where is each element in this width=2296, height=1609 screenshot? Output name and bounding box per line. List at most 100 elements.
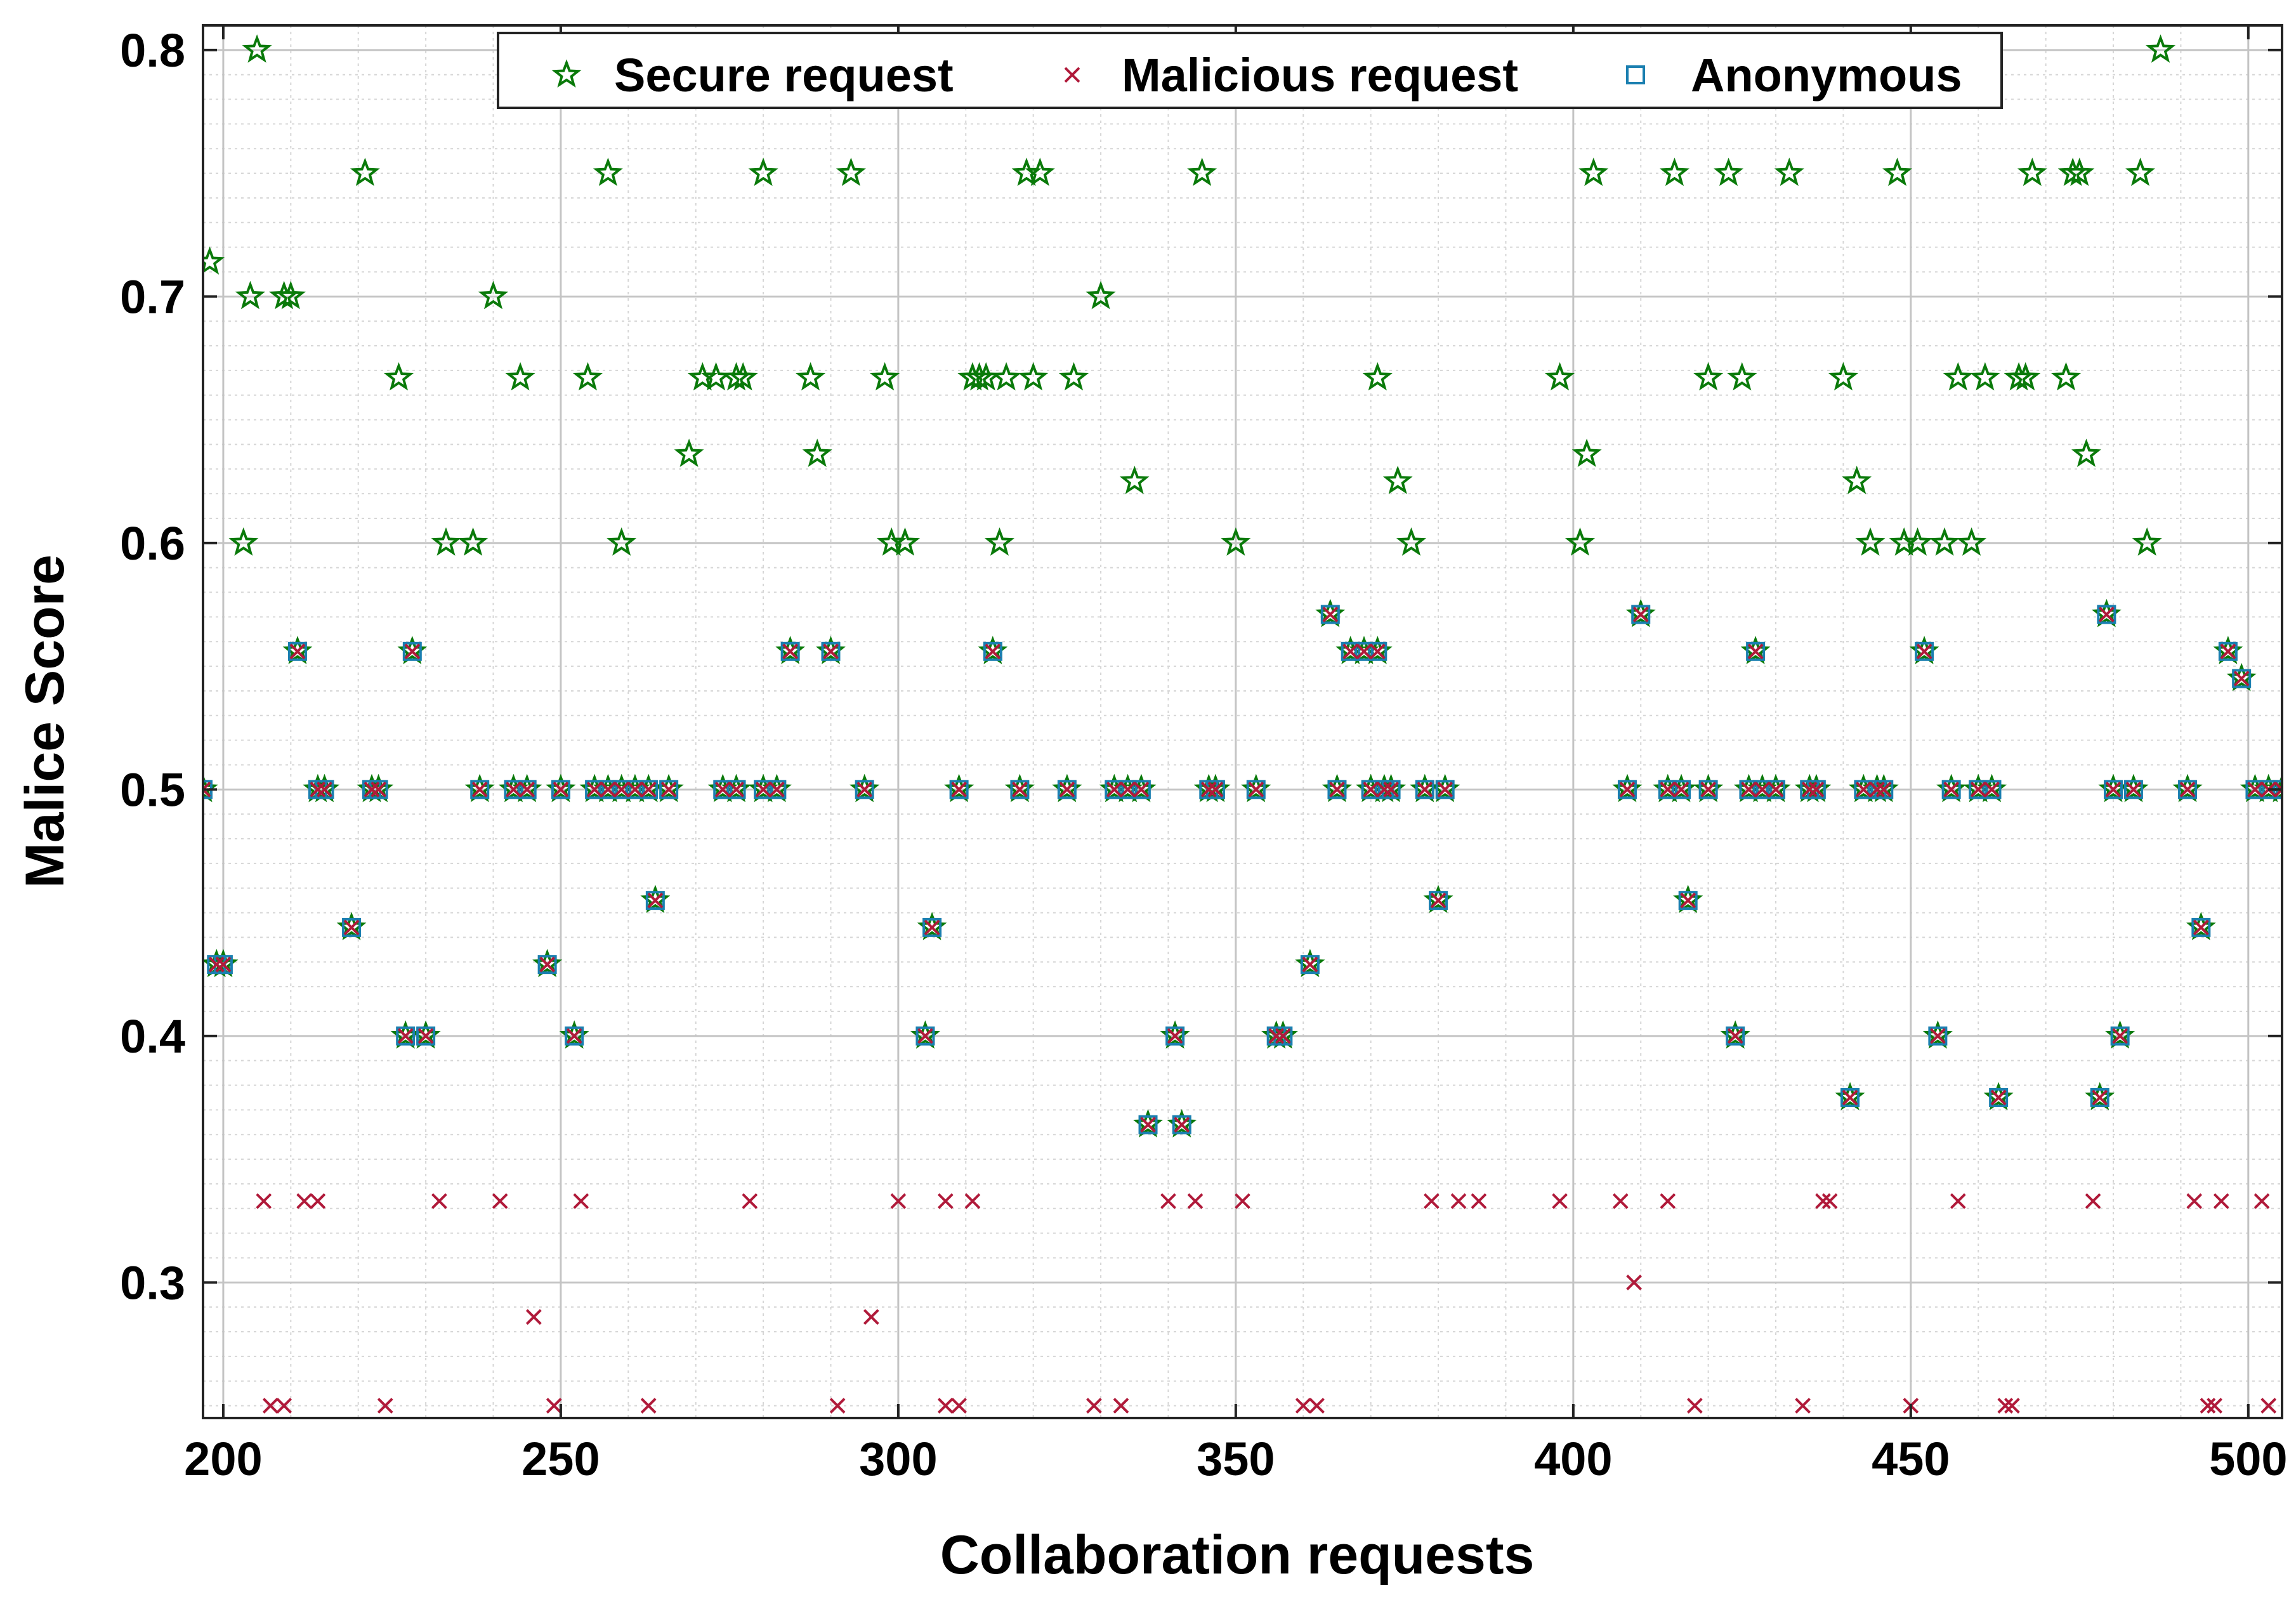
anonymous-x-overlay <box>364 781 380 798</box>
malicious-point-stroke <box>2186 1193 2203 1209</box>
secure-point <box>991 362 1021 391</box>
anonymous-point <box>1617 780 1637 799</box>
anonymous-x-overlay-stroke <box>553 781 569 798</box>
anonymous-point <box>1131 780 1151 799</box>
anonymous-x-overlay <box>1437 781 1453 798</box>
secure-point <box>1957 527 1987 556</box>
secure-point <box>1565 527 1596 556</box>
malicious-point-stroke <box>742 1193 758 1209</box>
malicious-point <box>863 1309 879 1325</box>
y-tick-label: 0.3 <box>120 1256 185 1309</box>
anonymous-point <box>754 780 773 799</box>
malicious-point-stroke <box>296 1193 313 1209</box>
secure-point <box>1855 527 1886 556</box>
malicious-point-stroke <box>1612 1193 1629 1209</box>
anonymous-x-overlay-stroke <box>417 1028 434 1044</box>
anonymous-x-overlay-stroke <box>1801 781 1818 798</box>
malicious-point <box>256 1193 272 1209</box>
y-tick-label: 0.6 <box>120 517 185 570</box>
anonymous-point <box>2123 780 2143 799</box>
anonymous-x-overlay <box>539 956 556 973</box>
malicious-point-stroke <box>573 1193 589 1209</box>
anonymous-x-overlay-stroke <box>1106 781 1122 798</box>
malicious-point <box>431 1193 447 1209</box>
malicious-point-stroke <box>276 1398 292 1414</box>
secure-point <box>203 246 225 275</box>
malicious-point <box>1235 1193 1250 1209</box>
anonymous-x-overlay-stroke <box>1376 781 1393 798</box>
anonymous-point <box>1355 641 1374 661</box>
anonymous-point <box>1915 641 1934 661</box>
anonymous-x-overlay-stroke <box>1869 781 1886 798</box>
anonymous-point <box>780 641 800 661</box>
anonymous-x-overlay <box>2220 643 2236 660</box>
anonymous-x-overlay <box>1369 643 1386 660</box>
malicious-point-stroke <box>1450 1193 1467 1209</box>
anonymous-x-overlay-stroke <box>1133 781 1150 798</box>
anonymous-x-overlay <box>627 781 643 798</box>
anonymous-point <box>585 780 605 799</box>
malicious-point <box>1160 1193 1176 1209</box>
anonymous-x-overlay-stroke <box>310 781 326 798</box>
malicious-point-stroke <box>1295 1398 1311 1414</box>
anonymous-x-overlay-stroke <box>728 781 744 798</box>
anonymous-x-overlay-stroke <box>566 1028 582 1044</box>
anonymous-x-overlay-stroke <box>627 781 643 798</box>
anonymous-x-overlay-stroke <box>1248 781 1264 798</box>
x-tick-label: 250 <box>522 1433 600 1485</box>
anonymous-x-overlay <box>755 781 771 798</box>
anonymous-x-overlay-stroke <box>343 919 360 936</box>
malicious-point <box>1950 1193 1966 1209</box>
anonymous-x-overlay <box>714 781 731 798</box>
secure-point <box>1714 157 1743 187</box>
anonymous-x-overlay-stroke <box>1369 643 1386 660</box>
anonymous-x-overlay-stroke <box>1120 781 1136 798</box>
anonymous-x-overlay-stroke <box>317 781 332 798</box>
anonymous-x-overlay <box>1120 781 1136 798</box>
y-tick-label: 0.8 <box>120 24 185 77</box>
anonymous-x-overlay-stroke <box>1727 1028 1743 1044</box>
anonymous-x-overlay-stroke <box>2274 787 2282 798</box>
malicious-point-stroke <box>2260 1398 2277 1414</box>
anonymous-x-overlay <box>613 781 630 798</box>
malicious-point-stroke <box>1795 1398 1811 1414</box>
malicious-point-stroke <box>1950 1193 1966 1209</box>
anonymous-x-overlay <box>1174 1117 1190 1133</box>
anonymous-x-overlay <box>1207 781 1224 798</box>
malicious-point-stroke <box>1815 1193 1831 1209</box>
y-tick-label: 0.4 <box>120 1010 185 1063</box>
anonymous-x-overlay <box>1011 781 1028 798</box>
anonymous-x-overlay <box>2274 781 2282 798</box>
secure-point <box>1578 157 1609 187</box>
anonymous-x-overlay-stroke <box>1437 781 1453 798</box>
anonymous-x-overlay-stroke <box>985 643 1001 660</box>
anonymous-x-overlay <box>310 781 326 798</box>
malicious-point <box>890 1193 907 1209</box>
malicious-point-stroke <box>1160 1193 1176 1209</box>
anonymous-x-overlay-stroke <box>647 892 664 909</box>
malicious-point-stroke <box>829 1398 846 1414</box>
anonymous-point <box>922 917 942 937</box>
secure-point <box>228 527 259 556</box>
malicious-point <box>492 1193 508 1209</box>
anonymous-point <box>342 917 362 937</box>
anonymous-x-overlay-stroke <box>471 781 488 798</box>
anonymous-point <box>2191 917 2211 937</box>
malicious-point <box>546 1398 562 1414</box>
anonymous-point <box>1726 1026 1745 1046</box>
malicious-point <box>525 1309 542 1325</box>
anonymous-point <box>2090 1087 2109 1107</box>
x-tick-label: 400 <box>1534 1433 1612 1485</box>
legend-marker-anonymous <box>1626 65 1645 84</box>
anonymous-point <box>1118 780 1138 799</box>
anonymous-x-overlay <box>215 956 232 973</box>
secure-point <box>2145 34 2176 63</box>
anonymous-x-overlay-stroke <box>2125 781 2142 798</box>
anonymous-x-overlay <box>2092 1089 2108 1106</box>
anonymous-x-overlay-stroke <box>1302 956 1318 973</box>
anonymous-point <box>1672 780 1691 799</box>
malicious-point <box>1815 1193 1831 1209</box>
secure-point <box>458 527 489 556</box>
secure-point <box>1221 527 1251 556</box>
malicious-point-stroke <box>377 1398 393 1414</box>
